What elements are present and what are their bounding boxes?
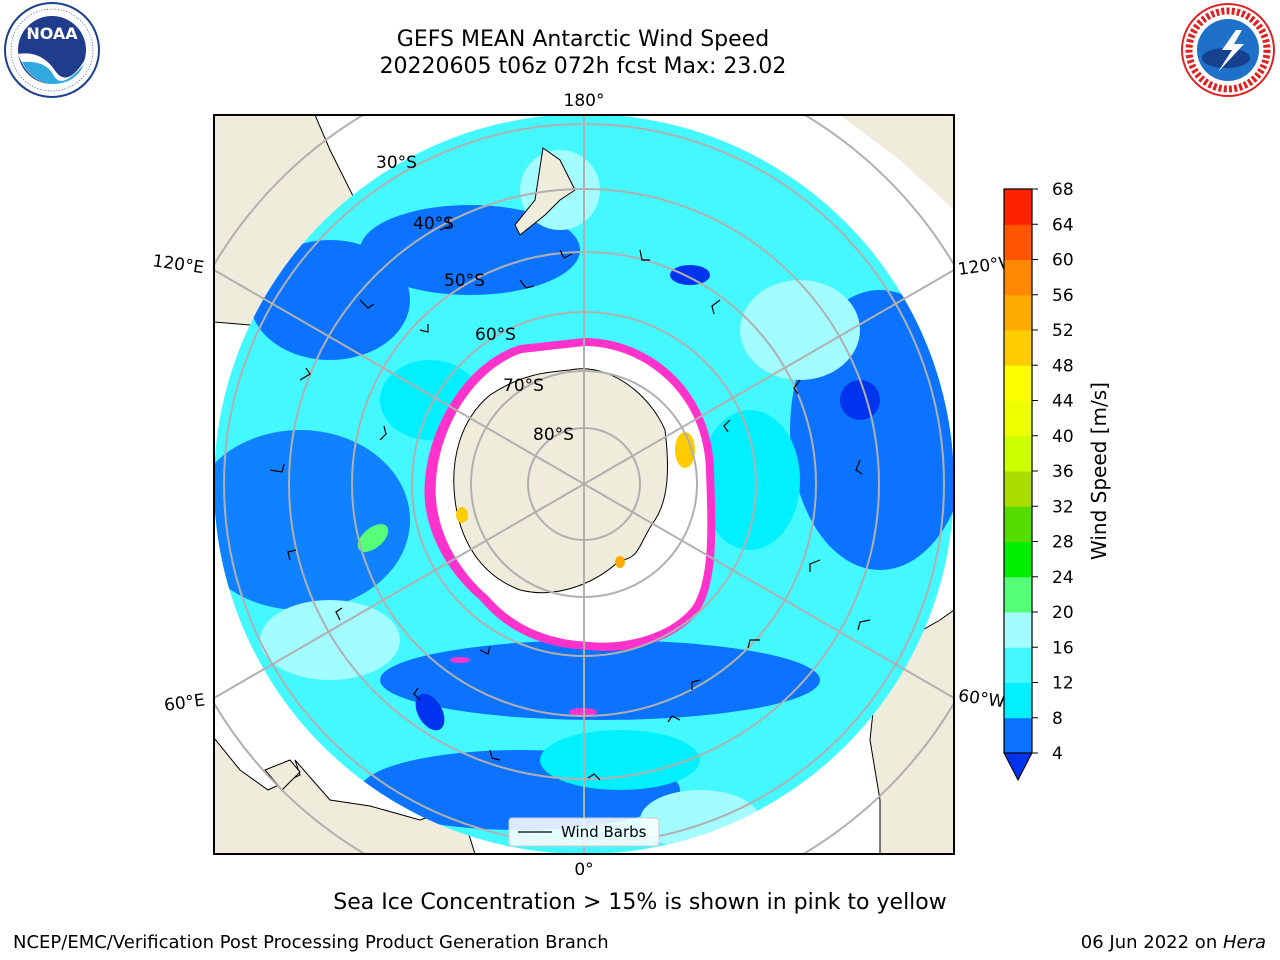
map-legend: Wind Barbs (508, 817, 660, 847)
map-frame (213, 114, 955, 855)
nws-logo (1178, 2, 1278, 102)
footer-branch: NCEP/EMC/Verification Post Processing Pr… (13, 932, 609, 953)
colorbar-segment (1004, 541, 1032, 578)
lat-label-60s: 60°S (475, 325, 516, 345)
colorbar-tick-label: 68 (1052, 180, 1074, 200)
colorbar-tick-label: 12 (1052, 674, 1074, 694)
colorbar-tick-label: 28 (1052, 533, 1074, 553)
colorbar-segment (1004, 224, 1032, 260)
footer-machine: Hera (1222, 932, 1266, 953)
legend-label: Wind Barbs (561, 823, 647, 841)
lon-label-120e: 120°E (151, 251, 205, 278)
colorbar-tick-label: 36 (1052, 462, 1074, 482)
colorbar-tick-label: 60 (1052, 251, 1074, 271)
colorbar-segment (1004, 330, 1032, 366)
colorbar-segment (1004, 576, 1032, 613)
colorbar-segment (1004, 647, 1032, 683)
colorbar-segment (1004, 717, 1032, 754)
lat-label-80s: 80°S (533, 425, 574, 445)
colorbar-tick-label: 16 (1052, 638, 1074, 658)
colorbar-tick-label: 32 (1052, 497, 1074, 517)
colorbar-tick-label: 4 (1052, 744, 1063, 764)
lat-label-40s: 40°S (413, 214, 454, 234)
colorbar-tick-label: 64 (1052, 215, 1074, 235)
colorbar-segment (1004, 259, 1032, 296)
colorbar-tick-label: 20 (1052, 603, 1074, 623)
lon-label-0: 0° (574, 860, 593, 880)
colorbar-tick-label: 8 (1052, 709, 1063, 729)
colorbar-tick-label: 48 (1052, 356, 1074, 376)
colorbar-tick-label: 40 (1052, 427, 1074, 447)
lat-label-70s: 70°S (503, 376, 544, 396)
lat-label-50s: 50°S (444, 271, 485, 291)
graticule (214, 115, 954, 854)
colorbar-segment (1004, 612, 1032, 648)
colorbar-segment (1004, 471, 1032, 507)
colorbar-segment (1004, 682, 1032, 719)
colorbar-segment (1004, 189, 1032, 225)
chart-subtitle: 20220605 t06z 072h fcst Max: 23.02 (379, 54, 787, 79)
colorbar-tick-label: 44 (1052, 392, 1074, 412)
footer-date-text: 06 Jun 2022 on (1080, 932, 1223, 953)
colorbar-segment (1004, 294, 1032, 331)
chart-title: GEFS MEAN Antarctic Wind Speed (396, 27, 770, 52)
noaa-logo: NOAA (2, 2, 102, 102)
colorbar-tick-label: 24 (1052, 568, 1074, 588)
lon-label-180: 180° (564, 91, 605, 111)
colorbar-segment (1004, 435, 1032, 472)
lon-label-60w: 60°W (957, 686, 1006, 712)
colorbar-label: Wind Speed [m/s] (1087, 382, 1111, 560)
noaa-logo-text: NOAA (26, 24, 78, 43)
colorbar-segment (1004, 506, 1032, 542)
wind-barbs (269, 217, 871, 781)
colorbar-under-arrow (1003, 752, 1033, 782)
colorbar-tick-label: 56 (1052, 286, 1074, 306)
colorbar-segment (1004, 400, 1032, 437)
colorbar-segment (1004, 365, 1032, 401)
footer-date: 06 Jun 2022 on Hera (1081, 932, 1266, 953)
colorbar-tick-label: 52 (1052, 321, 1074, 341)
sea-ice-note: Sea Ice Concentration > 15% is shown in … (333, 890, 947, 915)
lat-label-30s: 30°S (376, 153, 417, 173)
lon-label-60e: 60°E (163, 690, 206, 715)
